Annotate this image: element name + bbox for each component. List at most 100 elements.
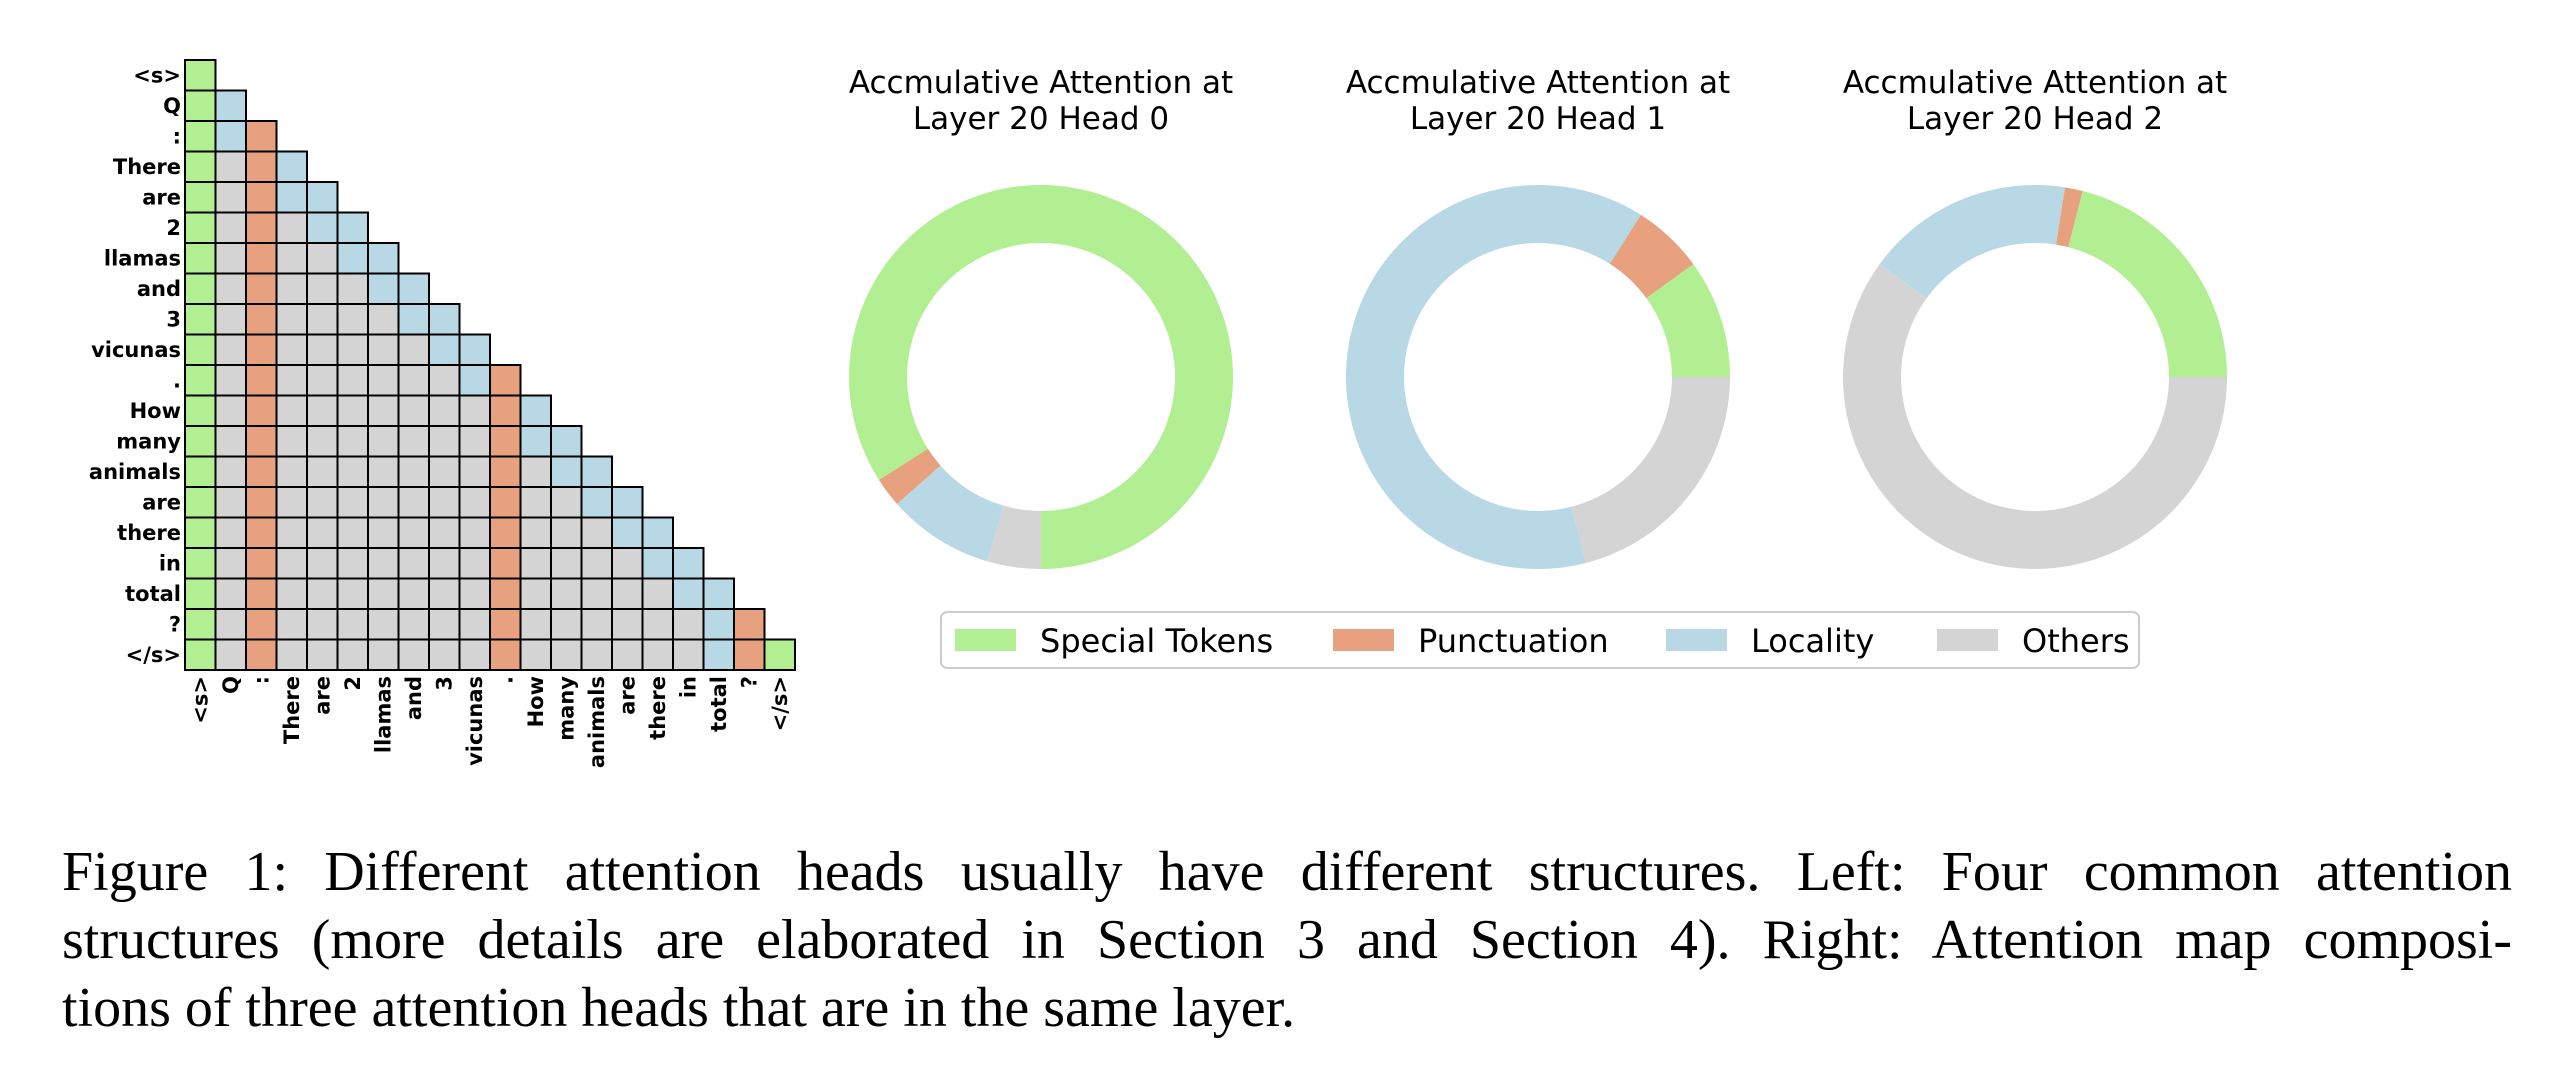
matrix-cell xyxy=(611,638,644,671)
matrix-cell xyxy=(336,394,369,427)
attention-matrix xyxy=(184,59,796,671)
matrix-cell xyxy=(245,638,278,671)
matrix-cell xyxy=(214,486,247,519)
matrix-cell xyxy=(489,394,522,427)
matrix-cell xyxy=(245,303,278,336)
matrix-cell xyxy=(397,394,430,427)
matrix-cell xyxy=(367,547,400,580)
donut-slice xyxy=(896,465,1004,562)
matrix-cell xyxy=(336,211,369,244)
donut-slice xyxy=(1346,184,1641,569)
matrix-cell xyxy=(184,455,217,488)
matrix-cell xyxy=(519,547,552,580)
matrix-cell xyxy=(367,516,400,549)
column-label: 2 xyxy=(341,676,365,691)
matrix-cell xyxy=(641,577,674,610)
matrix-cell xyxy=(458,364,491,397)
matrix-cell xyxy=(336,303,369,336)
matrix-cell xyxy=(306,364,339,397)
donut-slice xyxy=(1041,377,1233,569)
column-label: many xyxy=(554,676,578,741)
legend-label: Others xyxy=(2022,622,2130,660)
matrix-cell xyxy=(275,242,308,275)
matrix-cell xyxy=(245,120,278,153)
matrix-cell xyxy=(367,486,400,519)
row-label: in xyxy=(159,551,181,575)
matrix-cell xyxy=(306,211,339,244)
column-label: are xyxy=(615,676,639,715)
matrix-cell xyxy=(214,425,247,458)
matrix-cell xyxy=(245,272,278,305)
matrix-cell xyxy=(275,547,308,580)
matrix-cell xyxy=(245,547,278,580)
matrix-cell xyxy=(336,486,369,519)
matrix-cell xyxy=(397,547,430,580)
row-label: many xyxy=(116,429,181,453)
matrix-cell xyxy=(336,547,369,580)
matrix-cell xyxy=(580,455,613,488)
matrix-cell xyxy=(245,394,278,427)
matrix-cell xyxy=(184,516,217,549)
matrix-cell xyxy=(458,516,491,549)
matrix-cell xyxy=(306,455,339,488)
matrix-cell xyxy=(458,638,491,671)
matrix-cell xyxy=(336,272,369,305)
matrix-cell xyxy=(611,577,644,610)
matrix-cell xyxy=(702,577,735,610)
matrix-cell xyxy=(306,638,339,671)
matrix-cell xyxy=(214,242,247,275)
matrix-cell xyxy=(367,364,400,397)
matrix-cell xyxy=(672,577,705,610)
matrix-cell xyxy=(428,303,461,336)
matrix-cell xyxy=(245,242,278,275)
matrix-cell xyxy=(428,394,461,427)
matrix-cell xyxy=(733,608,766,641)
matrix-cell xyxy=(428,547,461,580)
matrix-cell xyxy=(580,638,613,671)
matrix-cell xyxy=(489,547,522,580)
matrix-cell xyxy=(306,547,339,580)
matrix-cell xyxy=(245,333,278,366)
matrix-cell xyxy=(306,425,339,458)
matrix-cell xyxy=(672,547,705,580)
row-label: 3 xyxy=(166,307,181,331)
figure: <s>Q:Thereare2llamasand3vicunas.Howmanya… xyxy=(89,59,2227,768)
matrix-cell xyxy=(519,608,552,641)
matrix-cell xyxy=(367,394,400,427)
caption-line-1: Figure 1: Different attention heads usua… xyxy=(62,841,2512,903)
matrix-cell xyxy=(184,577,217,610)
matrix-cell xyxy=(641,547,674,580)
donut-slice xyxy=(2055,187,2083,248)
matrix-cell xyxy=(184,547,217,580)
row-label: ? xyxy=(169,612,181,636)
matrix-cell xyxy=(489,455,522,488)
legend-swatch xyxy=(1333,629,1394,651)
legend-item: Locality xyxy=(1666,622,1874,660)
matrix-cell xyxy=(611,608,644,641)
row-label: </s> xyxy=(126,643,181,667)
matrix-cell xyxy=(306,608,339,641)
matrix-cell xyxy=(428,577,461,610)
matrix-cell xyxy=(702,608,735,641)
matrix-cell xyxy=(275,516,308,549)
matrix-cell xyxy=(245,455,278,488)
donut-slice xyxy=(849,185,1233,480)
matrix-cell xyxy=(336,455,369,488)
legend-label: Punctuation xyxy=(1418,622,1609,660)
matrix-cell xyxy=(245,150,278,183)
matrix-cell xyxy=(397,516,430,549)
legend-item: Punctuation xyxy=(1333,622,1609,660)
matrix-cell xyxy=(275,638,308,671)
matrix-cell xyxy=(306,272,339,305)
matrix-cell xyxy=(428,455,461,488)
donut-slice xyxy=(987,505,1041,569)
caption-line-3: tions of three attention heads that are … xyxy=(62,977,1296,1039)
matrix-cell xyxy=(611,547,644,580)
column-label: ? xyxy=(737,676,761,688)
matrix-cell xyxy=(550,608,583,641)
row-label: llamas xyxy=(104,246,181,270)
matrix-cell xyxy=(367,242,400,275)
legend-swatch xyxy=(1937,629,1998,651)
matrix-cell xyxy=(519,425,552,458)
